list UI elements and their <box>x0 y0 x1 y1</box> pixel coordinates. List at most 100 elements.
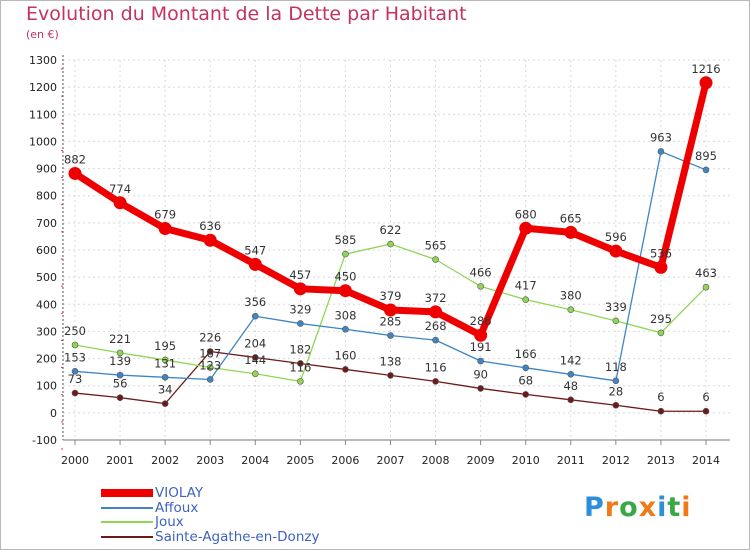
data-label-violay: 882 <box>64 152 86 166</box>
data-label-affoux: 356 <box>244 295 266 309</box>
data-point-sainte-agathe-en-donzy <box>477 385 484 392</box>
data-label-joux: 116 <box>289 360 311 374</box>
data-label-sainte-agathe-en-donzy: 48 <box>563 379 578 393</box>
data-point-affoux <box>116 371 124 379</box>
data-label-joux: 339 <box>605 300 627 314</box>
logo-letter: P <box>584 492 605 523</box>
logo-letter: x <box>638 492 658 523</box>
y-tick-label: 400 <box>36 298 57 311</box>
data-point-affoux <box>477 357 484 365</box>
data-point-joux <box>251 370 259 378</box>
legend-item-violay: VIOLAY <box>101 485 401 501</box>
data-label-joux: 417 <box>515 279 537 293</box>
data-point-affoux <box>612 377 620 385</box>
data-point-joux <box>522 296 530 303</box>
data-label-sainte-agathe-en-donzy: 116 <box>425 360 447 374</box>
data-label-joux: 466 <box>470 265 492 279</box>
data-label-violay: 372 <box>425 291 447 305</box>
data-label-affoux: 895 <box>695 149 717 163</box>
logo-letter: r <box>604 492 620 523</box>
legend-item-sainte-agathe: Sainte-Agathe-en-Donzy <box>101 529 401 545</box>
x-tick-label: 2001 <box>106 454 134 467</box>
data-label-joux: 144 <box>244 353 266 367</box>
x-tick-label: 2004 <box>241 454 269 467</box>
data-label-affoux: 123 <box>199 358 221 372</box>
data-point-violay <box>68 166 82 180</box>
data-point-violay <box>384 303 397 317</box>
proxiti-logo: Proxiti <box>584 492 692 523</box>
data-point-affoux <box>567 371 575 378</box>
x-tick-label: 2008 <box>422 454 450 467</box>
data-label-violay: 536 <box>650 246 672 260</box>
data-point-affoux <box>297 320 304 327</box>
data-label-violay: 547 <box>244 243 266 257</box>
data-label-sainte-agathe-en-donzy: 138 <box>380 354 402 368</box>
data-point-sainte-agathe-en-donzy <box>297 360 304 367</box>
data-point-sainte-agathe-en-donzy <box>657 407 665 415</box>
axes: -100 0 100 200 300 400 500 600 700 800 900 1000 1100… <box>29 54 730 467</box>
data-label-affoux: 329 <box>289 303 311 317</box>
data-point-sainte-agathe-en-donzy <box>432 378 439 385</box>
data-point-joux <box>657 329 665 337</box>
data-label-joux: 380 <box>560 289 582 303</box>
data-label-affoux: 268 <box>425 319 447 333</box>
data-point-joux <box>612 317 620 325</box>
data-point-violay <box>293 282 307 296</box>
data-point-sainte-agathe-en-donzy <box>567 396 575 404</box>
data-point-violay <box>338 284 352 298</box>
data-label-sainte-agathe-en-donzy: 68 <box>518 373 533 387</box>
data-label-joux: 585 <box>334 233 356 247</box>
data-point-violay <box>654 260 668 274</box>
legend-item-affoux: Affoux <box>101 500 401 516</box>
data-point-sainte-agathe-en-donzy <box>387 372 394 379</box>
data-label-joux: 195 <box>154 339 176 353</box>
y-tick-label: 0 <box>50 407 57 420</box>
data-point-affoux <box>342 325 349 333</box>
data-label-sainte-agathe-en-donzy: 73 <box>68 372 83 386</box>
data-point-joux <box>432 256 439 263</box>
data-point-affoux <box>206 376 214 383</box>
data-point-violay <box>203 233 217 247</box>
legend-swatch-violay <box>101 489 153 497</box>
x-tick-label: 2010 <box>512 454 540 467</box>
data-label-sainte-agathe-en-donzy: 6 <box>702 390 709 404</box>
data-label-sainte-agathe-en-donzy: 160 <box>334 348 356 362</box>
data-label-violay: 679 <box>154 208 176 222</box>
data-label-violay: 457 <box>289 268 311 282</box>
x-tick-label: 2007 <box>377 454 405 467</box>
data-label-affoux: 142 <box>560 353 582 367</box>
data-label-affoux: 191 <box>470 340 492 354</box>
x-tick-label: 2000 <box>61 454 89 467</box>
legend-label-sainte-agathe: Sainte-Agathe-en-Donzy <box>155 529 320 545</box>
data-label-joux: 250 <box>64 324 86 338</box>
legend-swatch-joux <box>101 521 153 523</box>
data-label-joux: 167 <box>199 347 221 361</box>
data-point-sainte-agathe-en-donzy <box>522 391 530 398</box>
legend-swatch-affoux <box>101 507 153 509</box>
y-tick-label: 300 <box>36 325 57 338</box>
data-label-affoux: 166 <box>515 347 537 361</box>
y-tick-label: 200 <box>36 353 57 366</box>
data-label-violay: 596 <box>605 230 627 244</box>
data-label-affoux: 139 <box>109 354 131 368</box>
data-point-violay <box>248 257 262 271</box>
y-tick-label: 800 <box>36 190 57 203</box>
data-label-sainte-agathe-en-donzy: 204 <box>244 336 266 350</box>
logo-letter: i <box>681 492 692 523</box>
data-point-affoux <box>251 312 259 320</box>
data-point-violay <box>699 76 713 90</box>
x-tick-label: 2002 <box>151 454 179 467</box>
data-label-violay: 286 <box>470 314 492 328</box>
data-label-joux: 565 <box>425 239 447 253</box>
data-label-violay: 774 <box>109 182 131 196</box>
y-tick-label: 600 <box>36 244 57 257</box>
legend-swatch-sainte-agathe <box>101 536 153 538</box>
x-tick-label: 2005 <box>286 454 314 467</box>
data-point-violay <box>474 328 488 342</box>
data-point-sainte-agathe-en-donzy <box>116 394 124 401</box>
y-tick-label: 1000 <box>29 135 57 148</box>
page-title: Evolution du Montant de la Dette par Hab… <box>26 3 467 25</box>
data-point-affoux <box>432 336 439 344</box>
